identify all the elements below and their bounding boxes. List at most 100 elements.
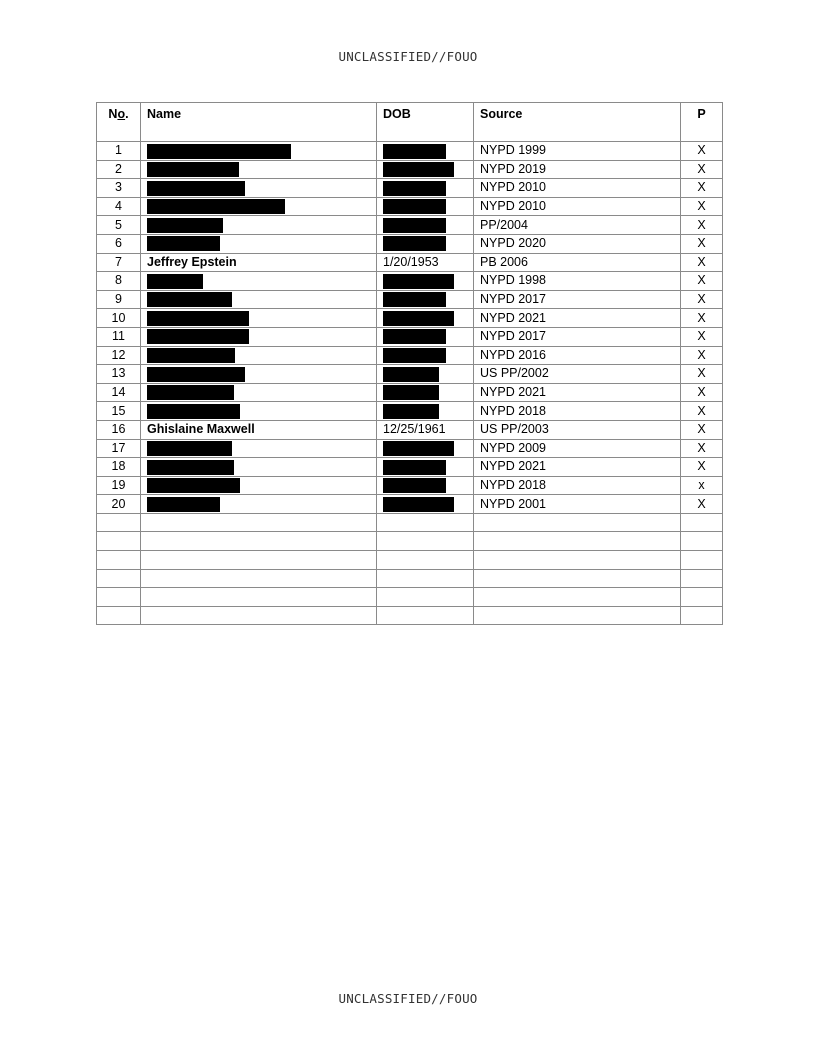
row-dob — [376, 364, 474, 384]
row-p: X — [680, 141, 723, 161]
row-name — [140, 345, 377, 366]
row-source: NYPD 2017 — [473, 326, 681, 347]
row-source: NYPD 2017 — [473, 289, 681, 310]
table-row: 16 Ghislaine Maxwell 12/25/1961 US PP/2003 X — [96, 419, 723, 440]
row-dob — [376, 289, 474, 310]
table-row: 7 Jeffrey Epstein 1/20/1953 PB 2006 X — [96, 252, 723, 273]
redaction-bar — [147, 459, 234, 475]
empty-cell — [680, 531, 723, 552]
header-dob: DOB — [376, 102, 474, 142]
table-row: 9 NYPD 2017 X — [96, 289, 723, 310]
row-dob — [376, 438, 474, 459]
row-dob — [376, 382, 474, 403]
row-number: 5 — [96, 215, 141, 235]
empty-row — [96, 587, 723, 607]
row-p: X — [680, 438, 723, 459]
row-source: NYPD 1999 — [473, 141, 681, 161]
redaction-bar — [147, 385, 234, 401]
row-p: X — [680, 159, 723, 180]
table-row: 14 NYPD 2021 X — [96, 382, 723, 403]
empty-cell — [96, 550, 141, 570]
row-p: X — [680, 326, 723, 347]
row-name: Ghislaine Maxwell — [140, 419, 377, 440]
empty-row — [96, 605, 723, 626]
empty-cell — [376, 605, 474, 626]
row-dob — [376, 326, 474, 347]
row-p: X — [680, 178, 723, 198]
row-name — [140, 233, 377, 254]
row-name — [140, 178, 377, 198]
empty-cell — [680, 512, 723, 533]
table-row: 15 NYPD 2018 X — [96, 401, 723, 421]
row-p: X — [680, 233, 723, 254]
row-p: X — [680, 494, 723, 514]
row-source: US PP/2002 — [473, 364, 681, 384]
row-number: 17 — [96, 438, 141, 459]
redaction-bar — [383, 310, 454, 326]
row-name — [140, 308, 377, 328]
row-source: NYPD 2019 — [473, 159, 681, 180]
redaction-bar — [383, 217, 446, 233]
row-dob — [376, 271, 474, 291]
redaction-bar — [147, 441, 232, 456]
row-name — [140, 289, 377, 310]
redaction-bar — [383, 348, 446, 364]
table-row: 8 NYPD 1998 X — [96, 271, 723, 291]
row-name — [140, 159, 377, 180]
row-source: NYPD 1998 — [473, 271, 681, 291]
empty-cell — [140, 568, 377, 589]
empty-row — [96, 568, 723, 589]
header-no: No. — [96, 102, 141, 142]
classification-header: UNCLASSIFIED//FOUO — [338, 49, 478, 64]
classification-footer: UNCLASSIFIED//FOUO — [338, 991, 478, 1006]
redaction-bar — [147, 273, 203, 289]
row-number: 9 — [96, 289, 141, 310]
row-p: X — [680, 308, 723, 328]
row-p: x — [680, 475, 723, 496]
empty-row — [96, 550, 723, 570]
empty-cell — [140, 531, 377, 552]
empty-cell — [473, 531, 681, 552]
redaction-bar — [383, 329, 446, 345]
redaction-bar — [383, 366, 439, 382]
row-number: 10 — [96, 308, 141, 328]
row-number: 7 — [96, 252, 141, 273]
empty-cell — [680, 587, 723, 607]
table-row: 19 NYPD 2018 x — [96, 475, 723, 496]
row-number: 18 — [96, 457, 141, 477]
row-source: NYPD 2021 — [473, 308, 681, 328]
redaction-bar — [147, 496, 220, 512]
row-number: 16 — [96, 419, 141, 440]
table-row: 12 NYPD 2016 X — [96, 345, 723, 366]
empty-cell — [473, 568, 681, 589]
header-name: Name — [140, 102, 377, 142]
redaction-bar — [383, 143, 446, 159]
empty-cell — [473, 605, 681, 626]
redaction-bar — [147, 180, 245, 196]
empty-cell — [140, 512, 377, 533]
table-row: 6 NYPD 2020 X — [96, 233, 723, 254]
row-number: 4 — [96, 196, 141, 217]
row-name — [140, 382, 377, 403]
empty-cell — [680, 568, 723, 589]
row-dob — [376, 215, 474, 235]
row-p: X — [680, 345, 723, 366]
redaction-bar — [147, 143, 291, 159]
empty-cell — [376, 587, 474, 607]
row-p: X — [680, 252, 723, 273]
row-dob — [376, 196, 474, 217]
empty-cell — [96, 568, 141, 589]
row-number: 19 — [96, 475, 141, 496]
row-source: NYPD 2020 — [473, 233, 681, 254]
empty-cell — [376, 568, 474, 589]
row-number: 3 — [96, 178, 141, 198]
table-row: 1 NYPD 1999 X — [96, 141, 723, 161]
redaction-bar — [383, 273, 454, 289]
table-row: 2 NYPD 2019 X — [96, 159, 723, 180]
row-number: 13 — [96, 364, 141, 384]
row-dob: 1/20/1953 — [376, 252, 474, 273]
row-name — [140, 196, 377, 217]
row-source: NYPD 2018 — [473, 475, 681, 496]
table-row: 18 NYPD 2021 X — [96, 457, 723, 477]
empty-cell — [140, 587, 377, 607]
